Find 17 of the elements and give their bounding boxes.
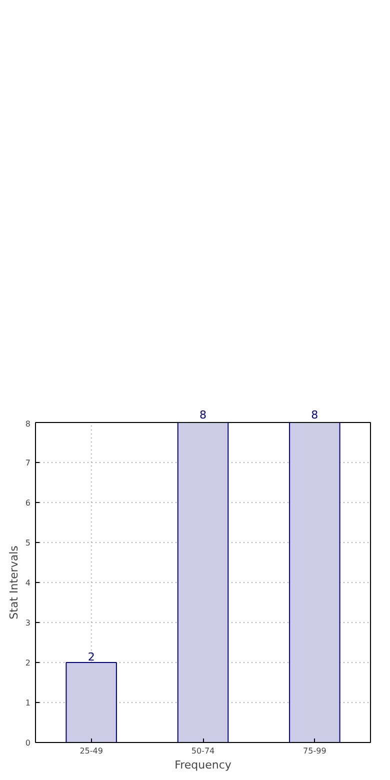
x-tick-label: 25-49 xyxy=(80,746,103,756)
y-tick-label: 7 xyxy=(25,458,31,468)
data-label: 8 xyxy=(311,408,318,422)
y-tick-label: 5 xyxy=(25,538,31,548)
x-tick-label: 50-74 xyxy=(191,746,215,756)
y-tick-label: 1 xyxy=(25,698,31,708)
data-label: 8 xyxy=(200,408,206,422)
y-tick-label: 0 xyxy=(25,738,31,748)
y-tick-label: 6 xyxy=(25,498,31,508)
y-tick-label: 4 xyxy=(25,578,31,588)
y-tick-label: 2 xyxy=(25,658,31,668)
y-tick-label: 3 xyxy=(25,618,31,628)
x-tick-label: 75-99 xyxy=(303,746,326,756)
y-axis-title: Stat Intervals xyxy=(7,545,20,620)
y-tick-label: 8 xyxy=(25,420,31,428)
data-label: 2 xyxy=(88,650,95,664)
x-axis-title: Frequency xyxy=(174,758,232,772)
